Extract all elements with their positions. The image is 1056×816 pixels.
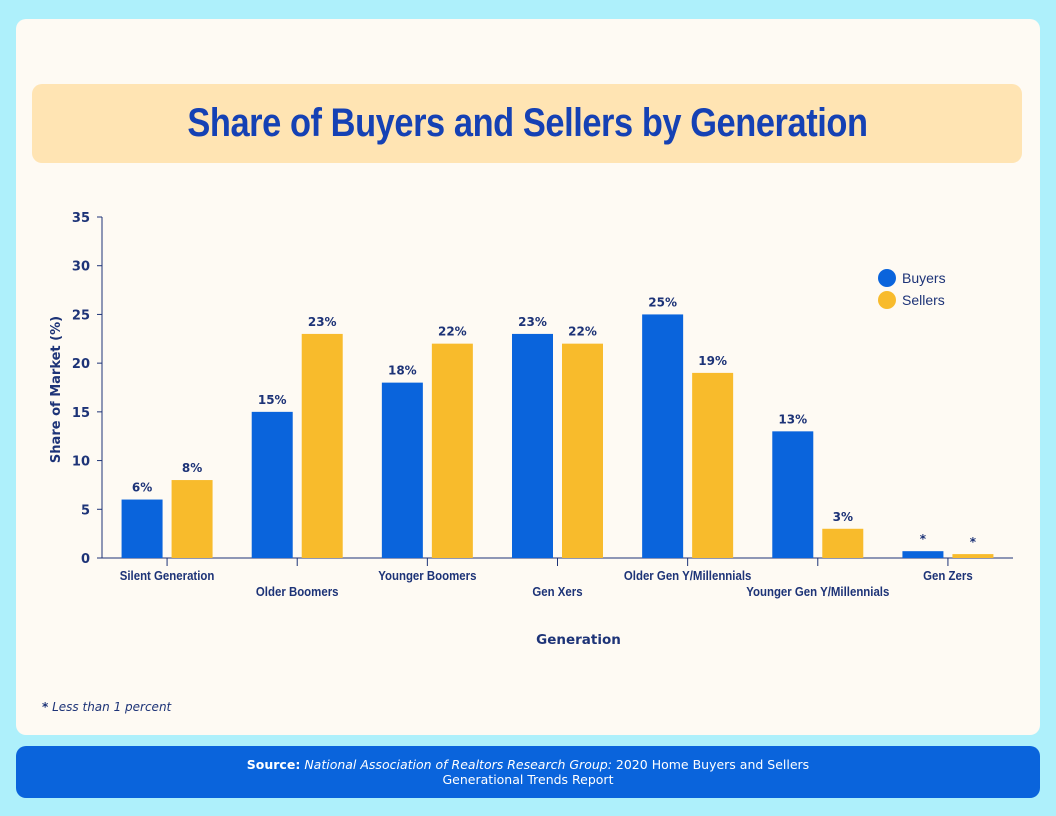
buyers-bar <box>772 431 814 558</box>
data-label: 22% <box>438 325 467 339</box>
sellers-legend-label: Sellers <box>902 292 945 308</box>
y-axis-title: Share of Market (%) <box>49 316 64 463</box>
data-label: 13% <box>778 412 807 426</box>
y-tick-label: 10 <box>72 455 90 470</box>
data-label: 8% <box>182 461 202 475</box>
source-report-line1: 2020 Home Buyers and Sellers <box>615 757 810 772</box>
chart-title: Share of Buyers and Sellers by Generatio… <box>186 101 868 145</box>
data-label: 6% <box>132 481 152 495</box>
sellers-bar <box>822 528 864 558</box>
data-label: 18% <box>388 364 417 378</box>
buyers-bar <box>121 499 163 558</box>
y-tick-label: 15 <box>72 406 90 421</box>
x-axis-title: Generation <box>536 632 621 648</box>
x-tick-label: Silent Generation <box>120 568 215 583</box>
y-tick-label: 20 <box>72 357 90 372</box>
sellers-bar <box>952 554 994 558</box>
data-label: 19% <box>698 354 727 368</box>
source-label: Source: <box>246 757 301 772</box>
buyers-bar <box>381 382 423 558</box>
x-tick-label: Gen Zers <box>923 568 973 583</box>
source-org: National Association of Realtors Researc… <box>304 757 612 772</box>
x-tick-label: Gen Xers <box>532 584 582 599</box>
sellers-bar <box>301 333 343 558</box>
footnote-text: Less than 1 percent <box>52 700 172 714</box>
sellers-bar <box>562 343 603 558</box>
source-report-line2: Generational Trends Report <box>442 772 614 787</box>
buyers-bar <box>642 314 684 558</box>
sellers-bar <box>692 372 734 558</box>
buyers-bar <box>251 411 293 558</box>
buyers-legend-label: Buyers <box>902 270 946 286</box>
data-label: * <box>920 532 927 546</box>
data-label: 3% <box>833 510 853 524</box>
source-banner: Source: National Association of Realtors… <box>16 746 1040 798</box>
y-tick-label: 30 <box>72 260 90 275</box>
data-label: * <box>970 535 977 549</box>
y-tick-label: 25 <box>72 308 90 323</box>
x-tick-label: Younger Gen Y/Millennials <box>746 584 889 599</box>
buyers-bar <box>512 333 553 558</box>
footnote: * Less than 1 percent <box>42 700 171 714</box>
x-tick-label: Older Boomers <box>256 584 339 599</box>
title-banner: Share of Buyers and Sellers by Generatio… <box>32 84 1022 163</box>
y-tick-label: 0 <box>81 552 90 567</box>
footnote-marker: * <box>42 700 49 714</box>
data-label: 23% <box>518 315 547 329</box>
sellers-legend-swatch <box>878 291 896 309</box>
x-tick-label: Older Gen Y/Millennials <box>624 568 752 583</box>
buyers-bar <box>902 551 944 558</box>
data-label: 15% <box>258 393 287 407</box>
sellers-bar <box>431 343 473 558</box>
y-tick-label: 5 <box>81 503 90 518</box>
buyers-legend-swatch <box>878 269 896 287</box>
x-tick-label: Younger Boomers <box>378 568 476 583</box>
data-label: 23% <box>308 315 337 329</box>
data-label: 22% <box>568 325 597 339</box>
y-tick-label: 35 <box>72 211 90 226</box>
sellers-bar <box>171 480 213 558</box>
data-label: 25% <box>648 295 677 309</box>
